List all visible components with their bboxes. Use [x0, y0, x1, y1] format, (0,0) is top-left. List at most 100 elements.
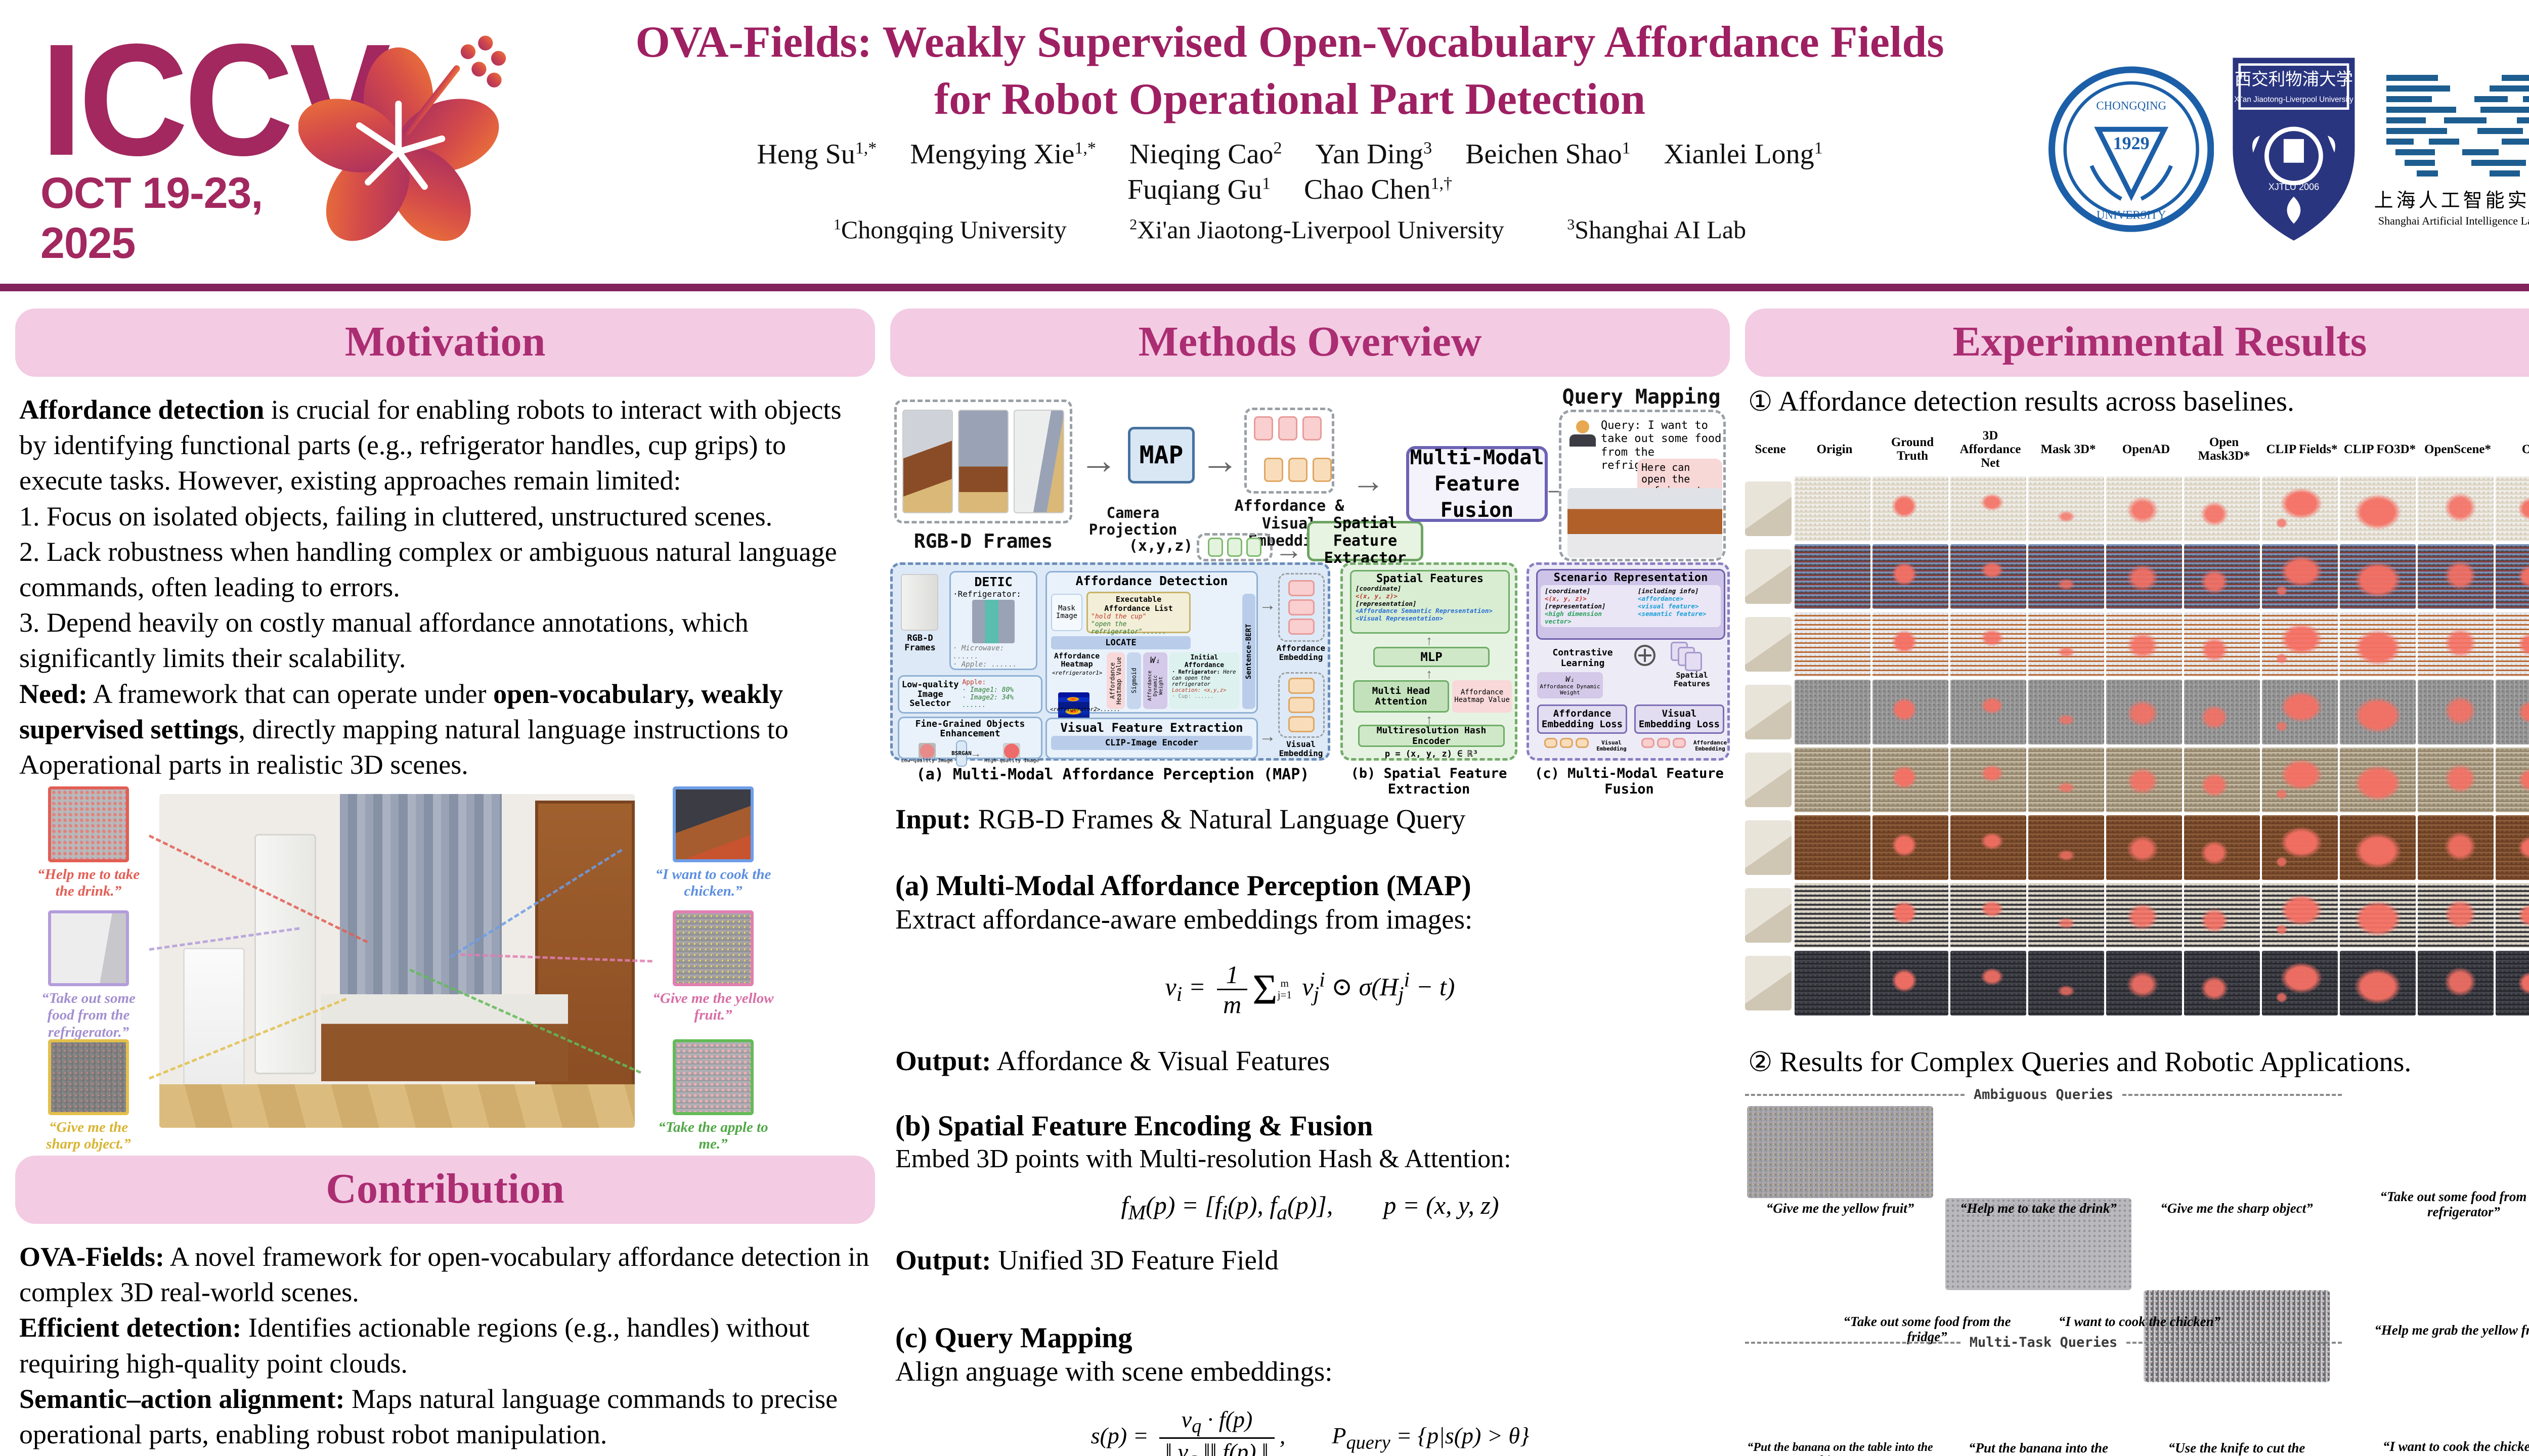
rgbd-frames-label: RGB-D Frames — [904, 633, 936, 653]
panel-map: RGB-D Frames DETIC ·Refrigerator: · Micr… — [890, 562, 1330, 767]
result-cell — [2418, 815, 2494, 880]
result-cell — [2340, 680, 2416, 744]
result-cell — [1795, 544, 1870, 609]
contribution-text: OVA-Fields: A novel framework for open-v… — [19, 1242, 869, 1449]
result-cell — [1872, 951, 1948, 1016]
flow-arrow: → — [1259, 595, 1276, 614]
paper-title-line1: OVA-Fields: Weakly Supervised Open-Vocab… — [635, 18, 1944, 67]
result-cell — [1795, 747, 1870, 812]
result-cell — [1950, 680, 2026, 744]
result-cell — [2184, 476, 2260, 541]
section-motivation-header: Motivation — [15, 308, 875, 377]
pointcloud-thumb-chicken — [673, 786, 754, 862]
callout-drink: “Help me to take the drink.” — [30, 786, 147, 900]
callout-apple: “Take the apple to me.” — [650, 1039, 776, 1153]
fridge-photo — [901, 574, 938, 631]
panel-fusion: Scenario Representation [coordinate] <(x… — [1527, 562, 1730, 761]
chongqing-university-logo: 1929 CHONGQING UNIVERSITY — [2048, 66, 2214, 232]
c-heading: (c) Query Mapping — [895, 1322, 1132, 1354]
motivation-item-1: 1. Focus on isolated objects, failing in… — [19, 501, 773, 532]
result-cell — [2418, 476, 2494, 541]
iccv-logo-text: ICCV — [40, 10, 391, 189]
motivation-figure: “Help me to take the drink.” “Take out s… — [15, 781, 875, 1152]
caption-a: (a) Multi-Modal Affordance Perception (M… — [916, 766, 1310, 783]
motivation-text: Affordance detection is crucial for enab… — [19, 392, 873, 782]
affordance-embedding-square — [1288, 580, 1315, 596]
pointcloud-thumb-apple — [673, 1039, 754, 1115]
formula-query: s(p) = vq · f(p)‖ vq ‖‖ f(p) ‖, Pquery =… — [1091, 1406, 1530, 1456]
spatial-features-box: Spatial Features [coordinate] <(x, y, z)… — [1350, 570, 1510, 634]
result-cell — [1872, 747, 1948, 812]
scene-thumbnail — [1745, 617, 1792, 672]
flow-arrow: → — [1259, 727, 1276, 746]
affordance-embedding-square — [1302, 416, 1322, 440]
pointcloud-thumb-fridge — [48, 910, 129, 986]
result-cell — [2106, 612, 2182, 677]
scene-thumbnail — [1745, 685, 1792, 739]
shanghai-ai-lab-mark — [2386, 75, 2529, 177]
visual-feature-extraction-box: Visual Feature Extraction CLIP-Image Enc… — [1045, 718, 1258, 759]
scene-thumbnail — [1745, 820, 1792, 875]
rgbd-photo — [1014, 410, 1064, 513]
result-cell — [1950, 883, 2026, 948]
affordance-embedding-cluster — [1278, 573, 1325, 642]
result-cell — [2106, 476, 2182, 541]
svg-text:UNIVERSITY: UNIVERSITY — [2097, 208, 2166, 221]
title-block: OVA-Fields: Weakly Supervised Open-Vocab… — [556, 14, 2023, 244]
result-cell — [1950, 476, 2026, 541]
visual-embedding-cluster — [1278, 672, 1325, 738]
ambiguous-queries-separator: Ambiguous Queries — [1745, 1087, 2342, 1102]
result-cell — [2184, 815, 2260, 880]
result-cell — [2262, 951, 2338, 1016]
result-cell — [2418, 612, 2494, 677]
result-cell — [2496, 476, 2529, 541]
c-description: Align anguage with scene embeddings: — [895, 1356, 1333, 1387]
results-grid-row — [1745, 476, 2529, 541]
result-cell — [2184, 747, 2260, 812]
methods-panels: RGB-D Frames DETIC ·Refrigerator: · Micr… — [890, 562, 1730, 797]
affordance-heatmap — [1058, 692, 1089, 721]
flow-arrow: → — [1079, 439, 1118, 482]
map-box: MAP — [1128, 427, 1195, 483]
input-line: Input: RGB-D Frames & Natural Language Q… — [895, 804, 1466, 834]
affordance-embedding-loss-box: Affordance Embedding Loss — [1537, 704, 1627, 734]
result-cell — [1795, 680, 1870, 744]
rgbd-frames-box — [894, 400, 1072, 523]
scene-thumbnail — [1745, 753, 1792, 807]
query-mapping-box: Query: I want to take out some food from… — [1559, 410, 1726, 561]
result-cell — [1872, 815, 1948, 880]
result-cell — [2496, 680, 2529, 744]
embedding-cluster — [1244, 408, 1334, 494]
mask-image-chip: Mask Image — [1051, 594, 1082, 631]
formula-field: fM(p) = [fi(p), fa(p)], p = (x, y, z) — [1121, 1191, 1499, 1225]
result-cell — [2106, 747, 2182, 812]
result-cell — [2340, 476, 2416, 541]
visual-embedding-mini-cluster — [1544, 738, 1589, 748]
up-arrow: ↑ — [1426, 633, 1432, 648]
result-cell — [1872, 476, 1948, 541]
complex-queries-figure: Ambiguous Queries “Give me the yellow fr… — [1745, 1085, 2529, 1456]
results-grid-row — [1745, 883, 2529, 948]
svg-text:西交利物浦大学: 西交利物浦大学 — [2235, 69, 2353, 89]
coordinate-square — [1227, 538, 1242, 557]
result-cell — [2418, 544, 2494, 609]
visual-embedding-square — [1288, 697, 1315, 713]
results-grid-row — [1745, 680, 2529, 744]
result-cell — [2106, 680, 2182, 744]
result-cell — [1872, 612, 1948, 677]
visual-embedding-square — [1264, 458, 1283, 482]
flow-arrow: → — [1201, 439, 1239, 482]
scenario-representation-box: Scenario Representation [coordinate] <(x… — [1536, 569, 1725, 640]
result-cell — [2106, 815, 2182, 880]
result-cell — [1872, 544, 1948, 609]
callout-sharp: “Give me the sharp object.” — [30, 1039, 147, 1153]
refrigerator — [254, 834, 317, 1075]
multi-task-queries-separator: Multi-Task Queries — [1745, 1335, 2342, 1350]
results-grid-row — [1745, 612, 2529, 677]
motivation-item-3: 3. Depend heavily on costly manual affor… — [19, 607, 749, 674]
svg-text:Xi'an Jiaotong-Liverpool Unive: Xi'an Jiaotong-Liverpool University — [2234, 95, 2353, 104]
affordance-embedding-square — [1288, 619, 1315, 635]
result-cell — [2106, 951, 2182, 1016]
motivation-item-2: 2. Lack robustness when handling complex… — [19, 536, 837, 602]
result-cell — [1872, 680, 1948, 744]
